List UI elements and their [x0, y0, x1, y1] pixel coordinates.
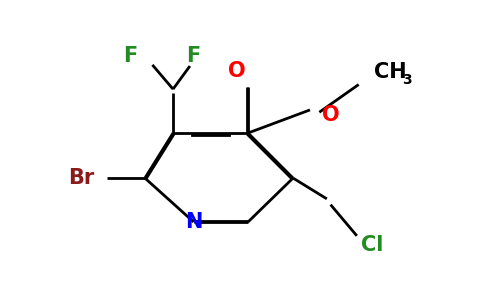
Text: O: O [322, 104, 339, 124]
Text: Cl: Cl [361, 235, 383, 255]
Text: CH: CH [374, 62, 407, 82]
Text: F: F [123, 46, 137, 66]
Text: O: O [228, 61, 245, 81]
Text: F: F [186, 46, 201, 66]
Text: 3: 3 [402, 73, 411, 87]
Text: Br: Br [68, 168, 94, 188]
Text: N: N [185, 212, 202, 232]
